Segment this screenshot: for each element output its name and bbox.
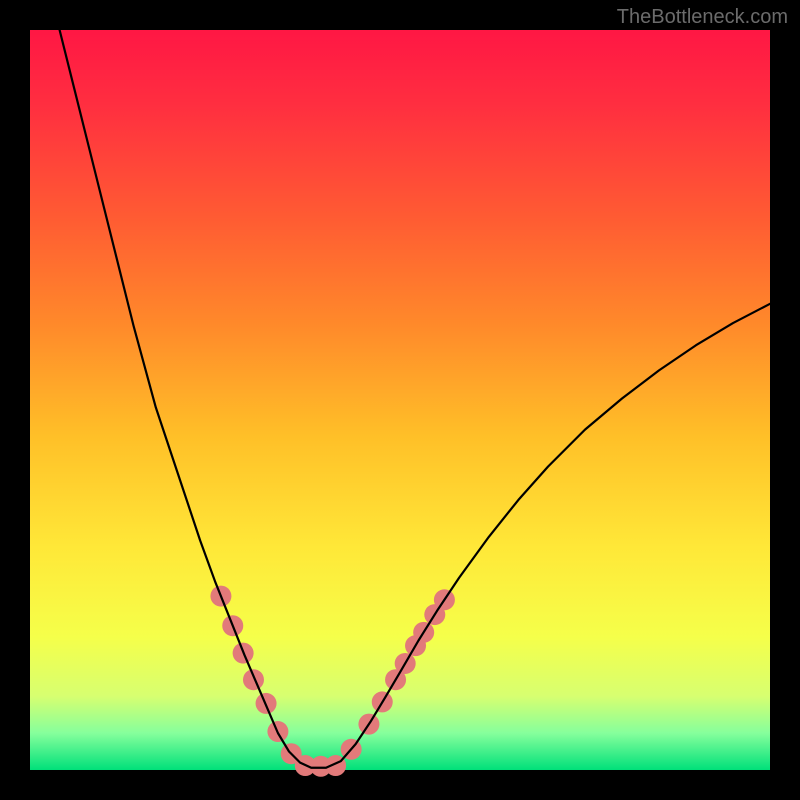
bottleneck-chart — [0, 0, 800, 800]
watermark-text: TheBottleneck.com — [617, 6, 788, 29]
chart-canvas: TheBottleneck.com — [0, 0, 800, 800]
curve-marker — [243, 669, 264, 690]
